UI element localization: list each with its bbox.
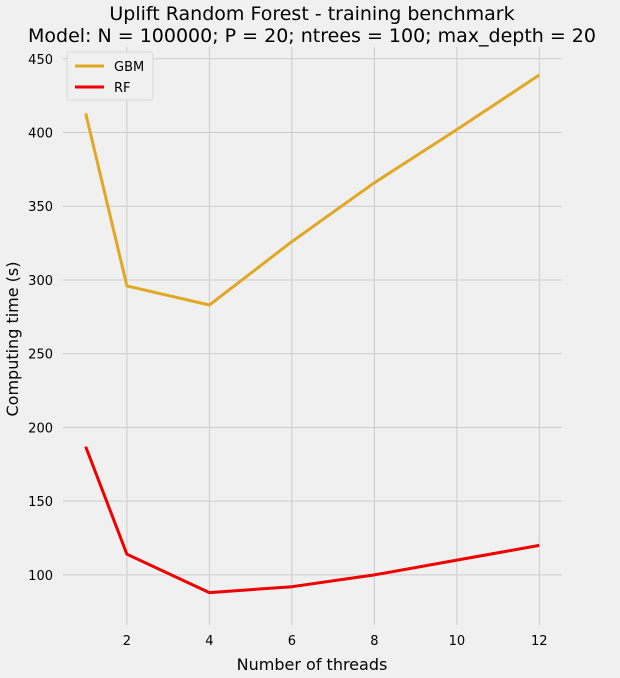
y-axis-label: Computing time (s) [3,262,22,417]
x-tick-label: 12 [531,634,548,649]
grid [63,47,562,625]
series-line-gbm [84,73,541,307]
y-tick-label: 350 [28,200,53,215]
y-tick-label: 450 [28,53,53,68]
legend: GBM RF [66,51,154,101]
y-tick-labels: 100 150 200 250 300 350 400 450 [28,53,53,584]
legend-label-gbm: GBM [114,60,144,75]
y-tick-label: 250 [28,348,53,363]
y-tick-label: 100 [28,569,53,584]
y-tick-label: 150 [28,495,53,510]
x-tick-label: 6 [288,634,296,649]
x-tick-label: 8 [370,634,378,649]
series-line-rf [84,446,540,595]
legend-label-rf: RF [114,81,131,96]
series-lines [84,73,541,595]
x-axis-label: Number of threads [237,655,388,674]
x-tick-label: 2 [123,634,131,649]
y-tick-label: 400 [28,127,53,142]
chart-subtitle: Model: N = 100000; P = 20; ntrees = 100;… [28,25,596,47]
chart-title: Uplift Random Forest - training benchmar… [109,3,514,25]
x-tick-labels: 2 4 6 8 10 12 [123,634,548,649]
x-tick-label: 4 [205,634,213,649]
y-tick-label: 200 [28,421,53,436]
y-tick-label: 300 [28,274,53,289]
x-tick-label: 10 [449,634,466,649]
